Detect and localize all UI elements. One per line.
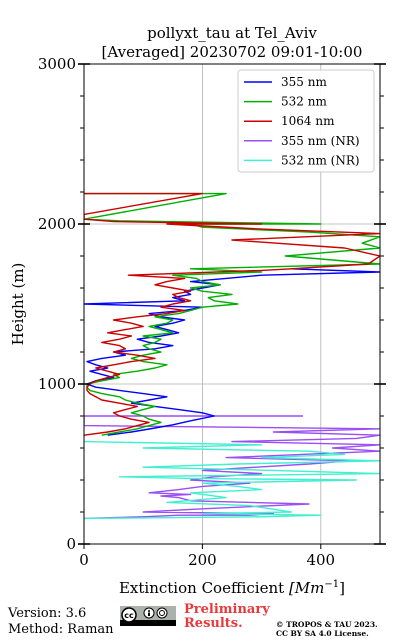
x-tick-label: 400: [306, 551, 335, 569]
tick-labels: 0 200 400 0 1000 2000 3000: [38, 55, 335, 569]
legend-label: 355 nm: [281, 75, 327, 89]
series-line-532-nm-nr: [84, 440, 380, 520]
preliminary-notice: Preliminary Results.: [184, 603, 270, 631]
y-tick-label: 3000: [38, 55, 76, 73]
method-text: Method: Raman: [8, 622, 114, 637]
plot-frame: [83, 63, 381, 545]
license-text: CC BY SA 4.0 License.: [276, 629, 369, 638]
legend-label: 532 nm: [281, 95, 327, 109]
series-line-1064-nm: [84, 192, 380, 436]
y-tick-label: 1000: [38, 375, 76, 393]
preliminary-text: Preliminary: [184, 602, 270, 617]
x-tick-label: 0: [79, 551, 89, 569]
legend: 355 nm 532 nm 1064 nm 355 nm (NR) 532 nm (NR…: [237, 69, 375, 173]
cc-by-sa-badge: cc: [120, 606, 176, 626]
series-layer: [84, 192, 380, 520]
version-text: Version: 3.6: [8, 606, 87, 621]
version-info: Version: 3.6 Method: Raman: [8, 606, 114, 638]
y-tick-label: 0: [66, 535, 76, 553]
results-text: Results.: [184, 616, 243, 631]
chart-title: pollyxt_tau at Tel_Aviv [Averaged] 20230…: [102, 24, 363, 61]
series-line-355-nm-nr: [84, 415, 380, 520]
x-tick-label: 200: [188, 551, 217, 569]
legend-label: 532 nm (NR): [281, 153, 360, 167]
legend-label: 1064 nm: [281, 114, 335, 128]
x-axis-label: Extinction Coefficient [Mm−1]: [119, 579, 345, 597]
copyright-text: © TROPOS & TAU 2023.: [276, 620, 378, 629]
legend-label: 355 nm (NR): [281, 134, 360, 148]
title-line-2: [Averaged] 20230702 09:01-10:00: [102, 43, 363, 61]
legend-box: [237, 69, 375, 173]
series-line-532-nm: [84, 192, 380, 436]
y-axis-label: Height (m): [9, 263, 27, 346]
axis-ticks: [78, 63, 386, 549]
license-info: © TROPOS & TAU 2023. CC BY SA 4.0 Licens…: [276, 620, 378, 638]
title-line-1: pollyxt_tau at Tel_Aviv: [147, 24, 317, 42]
svg-text:cc: cc: [124, 611, 134, 620]
y-tick-label: 2000: [38, 215, 76, 233]
